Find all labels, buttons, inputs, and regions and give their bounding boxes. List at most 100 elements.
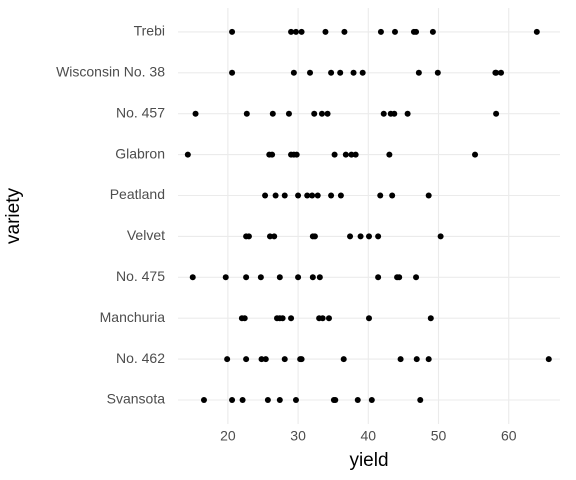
point [285, 110, 292, 117]
point [295, 192, 302, 199]
y-tick-label: No. 462 [116, 350, 165, 366]
point [380, 110, 387, 117]
point [258, 356, 265, 363]
point [245, 233, 252, 240]
point [292, 397, 299, 403]
point [396, 274, 403, 281]
point [328, 192, 335, 199]
point [337, 192, 344, 199]
point [368, 397, 375, 403]
y-tick-label: Velvet [127, 227, 165, 243]
point [224, 356, 231, 363]
point [288, 28, 295, 35]
point [472, 151, 479, 158]
point [413, 274, 420, 281]
point [295, 274, 302, 281]
point [311, 110, 318, 117]
point [340, 356, 347, 363]
point [437, 233, 444, 240]
y-tick-label: Wisconsin No. 38 [56, 64, 165, 80]
point [229, 397, 236, 403]
point [281, 192, 288, 199]
y-tick-label: Glabron [115, 145, 165, 161]
point [322, 28, 329, 35]
point [192, 110, 199, 117]
point [348, 151, 355, 158]
point [427, 315, 434, 322]
point [359, 69, 366, 76]
point [391, 28, 398, 35]
point [377, 28, 384, 35]
point [415, 69, 422, 76]
point [354, 397, 361, 403]
point [533, 28, 540, 35]
y-tick-label: Trebi [134, 23, 165, 39]
point [391, 110, 398, 117]
point [337, 69, 344, 76]
point [434, 69, 441, 76]
point [269, 151, 276, 158]
point [241, 315, 248, 322]
x-tick-label: 40 [361, 428, 377, 444]
point [307, 69, 314, 76]
point [184, 151, 191, 158]
x-tick-label: 60 [501, 428, 517, 444]
point [239, 397, 246, 403]
y-axis-title: variety [3, 188, 24, 244]
point [417, 397, 424, 403]
point [413, 28, 420, 35]
point [243, 110, 250, 117]
point [386, 151, 393, 158]
point [257, 274, 264, 281]
x-tick-label: 50 [431, 428, 447, 444]
y-tick-label: Svansota [107, 391, 166, 407]
point [266, 233, 273, 240]
point [292, 28, 299, 35]
point [352, 151, 359, 158]
point [342, 151, 349, 158]
point [375, 233, 382, 240]
y-tick-label: No. 475 [116, 268, 165, 284]
point [316, 274, 323, 281]
y-tick-label: No. 457 [116, 104, 165, 120]
point [341, 28, 348, 35]
point [264, 397, 271, 403]
point [271, 233, 278, 240]
point [262, 192, 269, 199]
point [189, 274, 196, 281]
point [375, 274, 382, 281]
x-tick-label: 20 [220, 428, 236, 444]
point [328, 69, 335, 76]
y-tick-label: Manchuria [100, 309, 166, 325]
point [293, 151, 300, 158]
point [269, 110, 276, 117]
point [281, 356, 288, 363]
point [243, 274, 250, 281]
point [425, 192, 432, 199]
point [262, 356, 269, 363]
point [319, 315, 326, 322]
point [332, 397, 339, 403]
point [311, 233, 318, 240]
point [298, 28, 305, 35]
x-tick-label: 30 [290, 428, 306, 444]
point [425, 356, 432, 363]
point [200, 397, 207, 403]
point [429, 28, 436, 35]
point [290, 69, 297, 76]
point [324, 110, 331, 117]
point [366, 233, 372, 240]
x-axis-title: yield [349, 450, 388, 471]
point [304, 192, 311, 199]
point [309, 274, 316, 281]
y-tick-label: Peatland [110, 186, 165, 202]
point [318, 110, 325, 117]
point [413, 356, 420, 363]
point [229, 69, 236, 76]
point [229, 28, 236, 35]
point [357, 233, 364, 240]
point [309, 192, 316, 199]
point [377, 192, 384, 199]
point [243, 356, 250, 363]
